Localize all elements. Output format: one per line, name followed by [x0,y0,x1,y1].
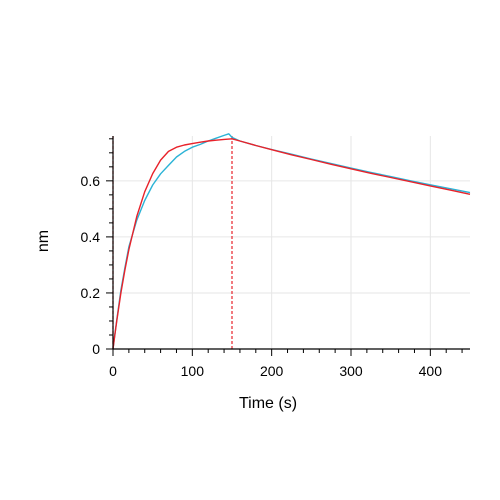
x-tick-label: 0 [109,363,117,379]
x-tick-label: 300 [339,363,363,379]
measured-series-line [112,133,471,350]
x-tick-label: 400 [419,363,443,379]
y-tick-label: 0.4 [81,229,101,245]
y-tick-label: 0.6 [81,173,101,189]
fit-series-line [112,138,471,350]
x-tick-label: 200 [260,363,284,379]
series-lines [112,133,471,350]
y-tick-label: 0 [92,341,100,357]
axes [112,136,470,350]
ticks: 0 100 200 300 400 0 0.2 0.4 0.6 [81,138,463,379]
y-tick-label: 0.2 [81,285,101,301]
grid [113,136,470,349]
x-tick-label: 100 [181,363,205,379]
x-axis-title: Time (s) [239,395,297,412]
y-axis-title: nm [35,230,52,252]
